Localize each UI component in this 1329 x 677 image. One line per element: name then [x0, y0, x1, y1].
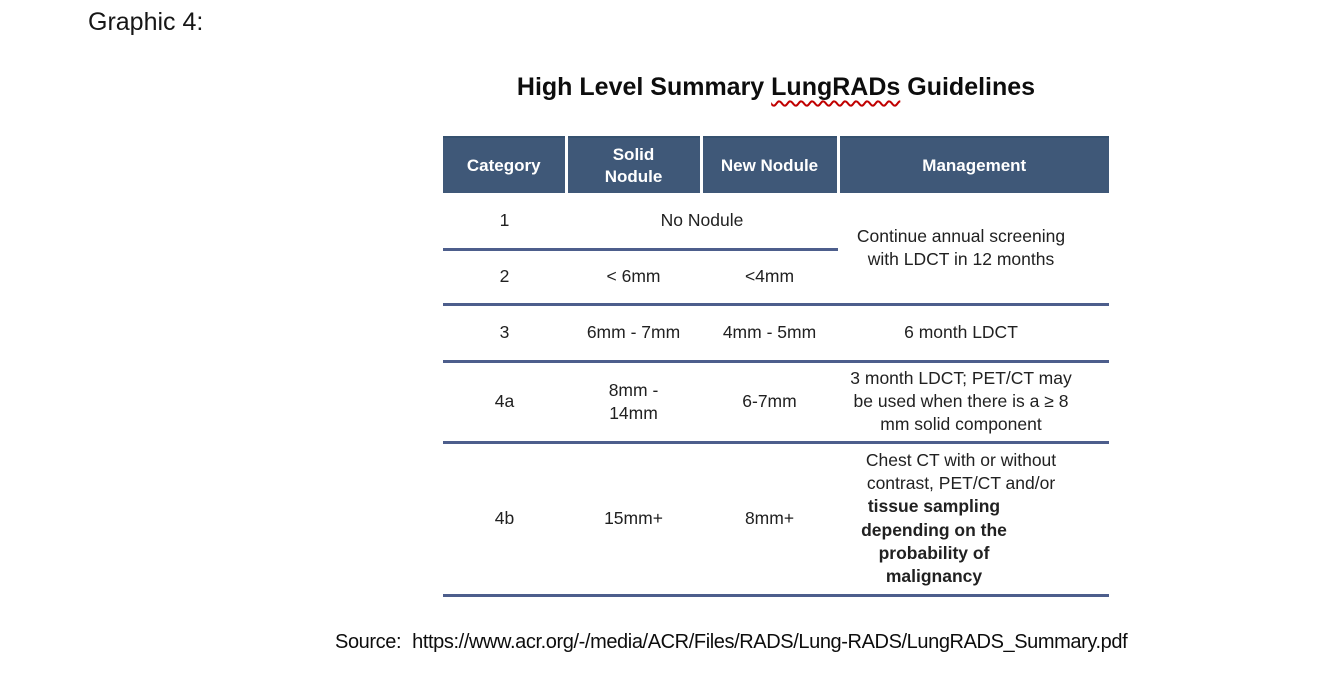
source-label: Source: — [335, 631, 402, 653]
cell-category-1: 1 — [443, 193, 566, 251]
column-header-category: Category — [443, 136, 568, 193]
cell-category-2: 2 — [443, 249, 566, 306]
cell-no-nodule: No Nodule — [566, 193, 838, 251]
cell-management-3: 6 month LDCT — [838, 304, 1109, 363]
cell-solid-3: 6mm - 7mm — [566, 304, 701, 363]
cell-management-4a: 3 month LDCT; PET/CT may be used when th… — [838, 361, 1109, 444]
cell-new-2: <4mm — [701, 249, 838, 306]
cell-solid-4a: 8mm - 14mm — [566, 361, 701, 444]
graphic-label: Graphic 4: — [88, 8, 204, 36]
table-row: 2 < 6mm <4mm — [443, 249, 1109, 306]
table-row: 3 6mm - 7mm 4mm - 5mm 6 month LDCT — [443, 304, 1109, 363]
column-header-management: Management — [838, 136, 1109, 193]
cell-category-4b: 4b — [443, 442, 566, 597]
table-row: 1 No Nodule Continue annual screening wi… — [443, 193, 1109, 306]
table-header-row: Category Solid Nodule New Nodule Managem… — [443, 136, 1109, 193]
cell-management-1-2: Continue annual screening with LDCT in 1… — [838, 193, 1109, 306]
cell-management-4b: Chest CT with or without contrast, PET/C… — [838, 442, 1109, 597]
column-header-solid-nodule: Solid Nodule — [566, 136, 703, 193]
title-part2: Guidelines — [900, 73, 1036, 101]
cell-category-4a: 4a — [443, 361, 566, 444]
cell-new-3: 4mm - 5mm — [701, 304, 838, 363]
cell-solid-4b: 15mm+ — [566, 442, 701, 597]
management-4b-bold-text: tissue sampling depending on the probabi… — [861, 496, 1007, 586]
table-row: 4b 15mm+ 8mm+ Chest CT with or without c… — [443, 442, 1109, 597]
page-title: High Level Summary LungRADs Guidelines — [420, 73, 1132, 102]
cell-category-3: 3 — [443, 304, 566, 363]
cell-solid-2: < 6mm — [566, 249, 701, 306]
title-misspelled-word: LungRADs — [771, 73, 901, 101]
source-url: https://www.acr.org/-/media/ACR/Files/RA… — [412, 631, 1128, 653]
title-part1: High Level Summary — [516, 73, 772, 101]
cell-new-4a: 6-7mm — [701, 361, 838, 444]
column-header-new-nodule: New Nodule — [701, 136, 840, 193]
lungrads-guidelines-table: Category Solid Nodule New Nodule Managem… — [443, 136, 1109, 597]
source-citation: Source: https://www.acr.org/-/media/ACR/F… — [335, 631, 1128, 654]
cell-new-4b: 8mm+ — [701, 442, 838, 597]
table-row: 4a 8mm - 14mm 6-7mm 3 month LDCT; PET/CT… — [443, 361, 1109, 444]
management-4b-normal-text: Chest CT with or without contrast, PET/C… — [865, 450, 1057, 494]
